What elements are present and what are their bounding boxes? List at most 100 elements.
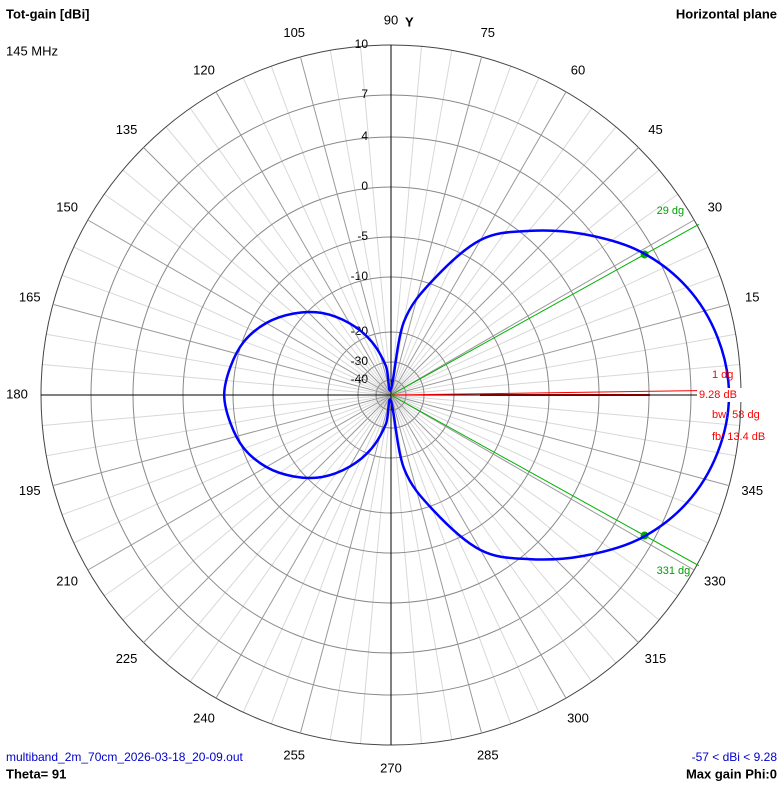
minor-spoke <box>73 246 392 396</box>
minor-spoke <box>242 394 392 713</box>
minor-spoke <box>390 363 740 396</box>
r-tick-label: -30 <box>351 354 369 368</box>
spoke <box>390 303 730 396</box>
minor-spoke <box>390 394 540 713</box>
frequency: 145 MHz <box>6 43 58 58</box>
minor-spoke <box>73 394 392 544</box>
angle-label: 60 <box>571 63 585 78</box>
minor-spoke <box>329 50 392 396</box>
r-tick-label: 7 <box>361 87 368 101</box>
angle-label: 240 <box>193 710 215 725</box>
minor-spoke <box>390 193 678 396</box>
spoke <box>390 394 730 487</box>
angle-label: 195 <box>19 483 41 498</box>
minor-spoke <box>390 333 736 396</box>
minor-spoke <box>390 394 660 621</box>
plot: 29 dg 331 dg 1 dg 9.28 dB bw: 58 dg fb: 13.4 … <box>222 205 765 577</box>
max-direction-line <box>390 389 742 396</box>
minor-spoke <box>390 394 736 457</box>
r-tick-label: -5 <box>357 229 368 243</box>
r-tick-label: 10 <box>355 37 369 51</box>
minor-spoke <box>42 394 392 427</box>
minor-spoke <box>122 394 392 621</box>
minor-spoke <box>390 394 423 744</box>
spoke <box>215 394 392 699</box>
beamwidth-label: bw: 58 dg <box>712 409 760 421</box>
half-power-label: 331 dg <box>657 565 691 577</box>
plane-label: Horizontal plane <box>676 6 777 21</box>
minor-spoke <box>122 169 392 396</box>
minor-spoke <box>390 394 740 427</box>
minor-spoke <box>390 65 512 396</box>
angle-label: 210 <box>56 573 78 588</box>
spoke <box>390 394 483 734</box>
angle-label: 15 <box>745 290 759 305</box>
minor-spoke <box>104 394 392 597</box>
max-gain-phi: Max gain Phi:0 <box>686 766 777 781</box>
angle-label: 150 <box>56 199 78 214</box>
minor-spoke <box>165 394 392 664</box>
spoke <box>390 56 483 396</box>
angle-label: 255 <box>283 748 305 763</box>
front-back-label: fb: 13.4 dB <box>712 431 765 443</box>
minor-spoke <box>61 394 392 516</box>
spoke <box>390 394 639 643</box>
r-tick-label: 0 <box>361 179 368 193</box>
minor-spoke <box>390 246 709 396</box>
minor-spoke <box>329 394 392 740</box>
r-tick-label: 4 <box>361 129 368 143</box>
minor-spoke <box>390 126 617 396</box>
minor-spoke <box>390 50 453 396</box>
angle-label: 180 <box>6 386 28 401</box>
spoke <box>390 219 695 396</box>
minor-spoke <box>390 394 617 664</box>
axis-label: Y <box>405 14 414 29</box>
spoke <box>390 394 695 571</box>
spoke <box>390 147 639 396</box>
minor-spoke <box>42 363 392 396</box>
angle-label: 135 <box>116 122 138 137</box>
spoke <box>87 394 392 571</box>
angle-label: 90 <box>384 12 398 27</box>
angle-label: 300 <box>567 710 589 725</box>
minor-spoke <box>390 108 593 396</box>
spoke <box>52 303 392 396</box>
minor-spoke <box>165 126 392 396</box>
half-power-label: 29 dg <box>657 205 685 217</box>
minor-spoke <box>390 394 721 516</box>
angle-label: 345 <box>741 483 763 498</box>
angle-label: 285 <box>477 748 499 763</box>
angle-label: 225 <box>116 651 138 666</box>
minor-spoke <box>61 274 392 396</box>
angle-label: 75 <box>481 25 495 40</box>
minor-spoke <box>189 108 392 396</box>
minor-spoke <box>390 46 423 396</box>
angle-label: 105 <box>283 25 305 40</box>
angle-label: 30 <box>708 199 722 214</box>
pattern-line <box>222 229 731 561</box>
spoke <box>390 394 567 699</box>
minor-spoke <box>242 77 392 396</box>
minor-spoke <box>46 394 392 457</box>
minor-spoke <box>104 193 392 396</box>
minor-spoke <box>359 394 392 744</box>
spoke <box>143 147 392 396</box>
gain-range: -57 < dBi < 9.28 <box>692 750 778 764</box>
angle-label: 165 <box>19 290 41 305</box>
theta-label: Theta= 91 <box>6 766 66 781</box>
spoke <box>215 91 392 396</box>
minor-spoke <box>390 169 660 396</box>
angle-label: 270 <box>380 760 402 775</box>
minor-spoke <box>46 333 392 396</box>
minor-spoke <box>359 46 392 396</box>
angle-label: 330 <box>704 573 726 588</box>
minor-spoke <box>390 77 540 396</box>
angle-label: 45 <box>648 122 662 137</box>
spoke <box>390 91 567 396</box>
minor-spoke <box>390 394 678 597</box>
spoke <box>52 394 392 487</box>
max-direction-label: 1 dg <box>712 369 733 381</box>
minor-spoke <box>390 274 721 396</box>
chart-title: Tot-gain [dBi] <box>6 6 90 21</box>
